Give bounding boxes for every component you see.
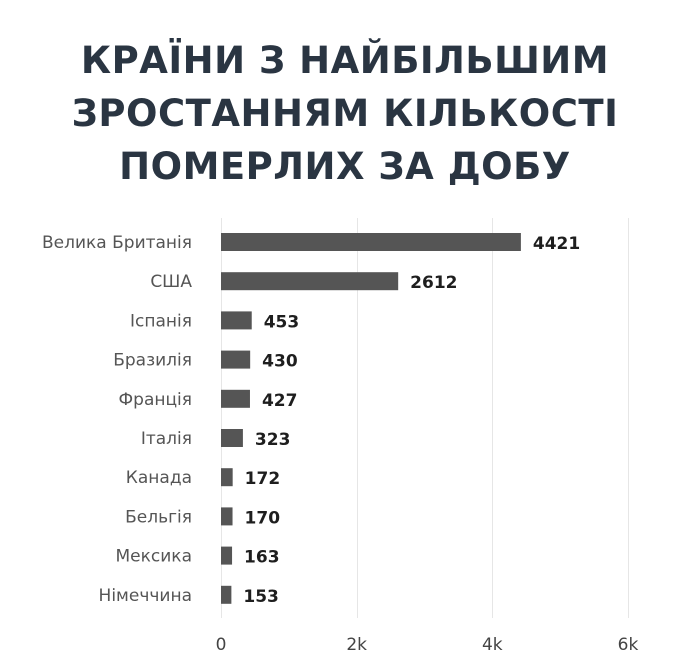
category-label: Іспанія — [130, 311, 192, 331]
bar — [221, 233, 521, 251]
value-label: 163 — [244, 548, 279, 568]
chart-title-line-2: ЗРОСТАННЯМ КІЛЬКОСТІ — [71, 92, 619, 135]
bar — [221, 507, 233, 526]
value-label: 4421 — [533, 234, 580, 254]
value-label: 172 — [245, 469, 281, 489]
bar — [221, 272, 399, 291]
chart-title: КРАЇНИ З НАЙБІЛЬШИМ ЗРОСТАННЯМ КІЛЬКОСТІ… — [0, 34, 690, 193]
bar — [221, 350, 251, 369]
bar — [221, 585, 232, 604]
category-label: Німеччина — [99, 586, 192, 606]
category-label: Італія — [141, 429, 192, 449]
category-label: Бразилія — [113, 351, 192, 371]
category-labels: Велика Британія США Іспанія Бразилія Франція… — [42, 233, 192, 606]
chart-title-line-3: ПОМЕРЛИХ ЗА ДОБУ — [119, 145, 571, 188]
bar — [221, 311, 252, 330]
value-label: 170 — [245, 508, 281, 528]
bar — [221, 546, 233, 565]
value-label: 2612 — [410, 273, 457, 293]
value-labels: 4421 2612 453 430 427 323 172 170 163 153 — [243, 234, 580, 607]
x-tick-label: 2k — [346, 635, 367, 655]
x-tick-label: 0 — [216, 635, 227, 655]
bar — [221, 468, 233, 487]
value-label: 323 — [255, 430, 290, 450]
category-label: Франція — [119, 390, 192, 410]
category-label: США — [150, 272, 192, 292]
value-label: 453 — [264, 312, 300, 332]
x-axis-tick-labels: 0 2k 4k 6k — [216, 635, 639, 655]
value-label: 427 — [262, 391, 298, 411]
bars — [221, 233, 521, 604]
value-label: 430 — [262, 352, 298, 372]
chart-title-line-1: КРАЇНИ З НАЙБІЛЬШИМ — [80, 39, 610, 82]
category-label: Велика Британія — [42, 233, 192, 253]
x-tick-label: 6k — [618, 635, 639, 655]
category-label: Канада — [126, 468, 192, 488]
bar — [221, 389, 250, 408]
bar — [221, 429, 243, 447]
category-label: Бельгія — [125, 507, 192, 527]
value-label: 153 — [243, 587, 278, 607]
x-tick-label: 4k — [482, 635, 503, 655]
category-label: Мексика — [116, 547, 192, 567]
